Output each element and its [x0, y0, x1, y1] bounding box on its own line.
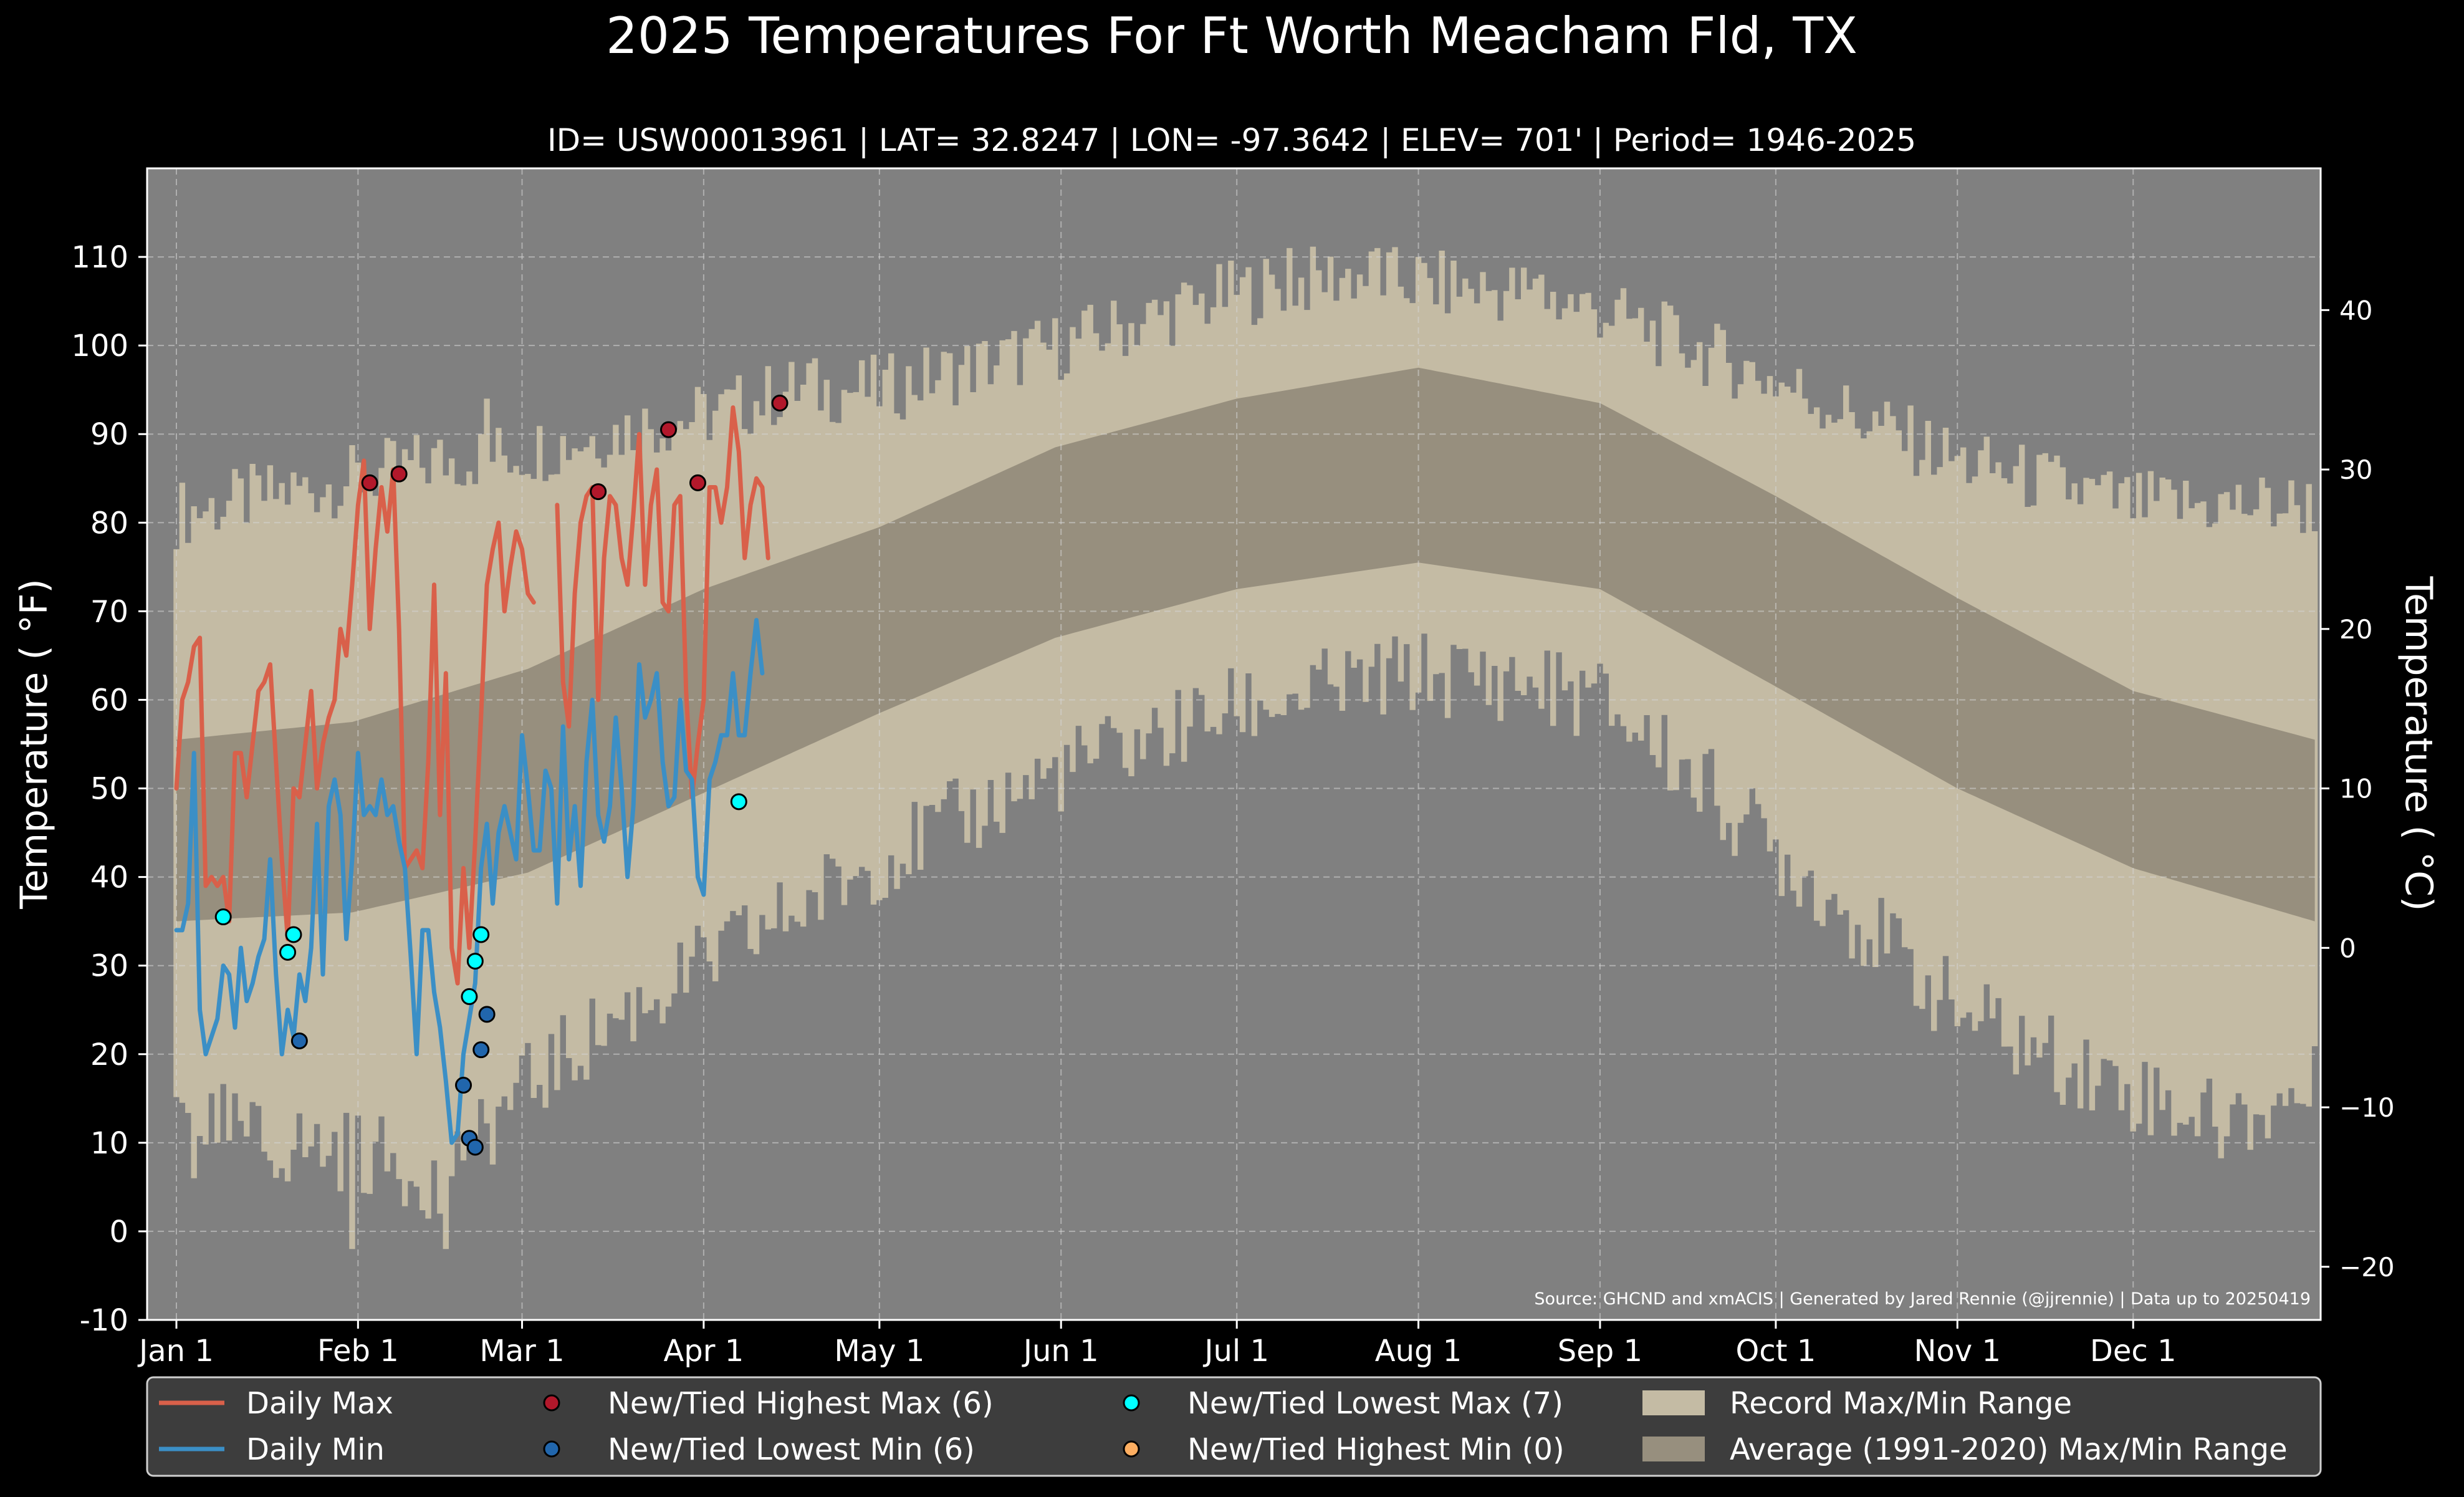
legend-label: New/Tied Highest Min (0) [1187, 1432, 1565, 1467]
legend-label: Daily Max [246, 1386, 393, 1421]
lowest-min-marker [472, 1041, 490, 1059]
y-tick-label: 80 [90, 506, 128, 541]
highest-max-marker [590, 483, 607, 501]
legend-item: New/Tied Highest Max (6) [543, 1386, 994, 1421]
y-tick-label: 100 [71, 329, 128, 363]
legend-item: New/Tied Lowest Max (7) [1123, 1386, 1563, 1421]
grid-lines [147, 168, 2321, 1321]
legend-marker-swatch [543, 1394, 560, 1412]
y-tick-label: 20 [90, 1037, 128, 1072]
plot-area: Source: GHCND and xmACIS | Generated by … [146, 167, 2322, 1321]
lowest-min-marker [455, 1076, 472, 1094]
x-tick-label: May 1 [834, 1334, 924, 1369]
legend-marker-swatch [1123, 1440, 1140, 1458]
y2-tick-label: 20 [2339, 614, 2372, 645]
y-tick-label: 30 [90, 949, 128, 984]
legend-label: New/Tied Highest Max (6) [608, 1386, 994, 1421]
legend-item: Average (1991-2020) Max/Min Range [1642, 1432, 2288, 1467]
legend: Daily Max Daily Min New/Tied Highest Max (… [146, 1376, 2322, 1477]
record-markers [214, 395, 789, 1156]
legend-patch-swatch [1642, 1390, 1705, 1415]
highest-max-marker [361, 474, 378, 491]
legend-item: Daily Max [159, 1386, 393, 1421]
highest-max-marker [390, 465, 408, 483]
lowest-max-marker [472, 926, 490, 943]
y-tick-label: 70 [90, 594, 128, 629]
y2-tick-label: 0 [2339, 933, 2356, 963]
y-tick-label: 90 [90, 417, 128, 452]
legend-label: New/Tied Lowest Max (7) [1187, 1386, 1563, 1421]
lowest-max-marker [466, 953, 484, 970]
y-tick-label: -10 [80, 1303, 128, 1338]
y-axis-celsius: −20 −10 0 10 20 30 40 [2321, 295, 2395, 1283]
legend-label: Record Max/Min Range [1730, 1386, 2072, 1421]
highest-max-marker [660, 421, 678, 438]
legend-item: New/Tied Highest Min (0) [1123, 1432, 1565, 1467]
y-axis-fahrenheit: -10 0 10 20 30 40 50 60 70 80 90 100 110 [71, 240, 147, 1338]
x-tick-label: Jan 1 [137, 1334, 214, 1369]
lowest-min-marker [478, 1006, 496, 1023]
legend-item: New/Tied Lowest Min (6) [543, 1432, 975, 1467]
legend-frame [146, 1376, 2322, 1477]
x-tick-label: Nov 1 [1914, 1334, 2001, 1369]
lowest-max-marker [214, 908, 232, 926]
legend-marker-swatch [1123, 1394, 1140, 1412]
y2-tick-label: −10 [2339, 1092, 2395, 1123]
x-tick-label: Aug 1 [1375, 1334, 1462, 1369]
x-axis-months: Jan 1 Feb 1 Mar 1 Apr 1 May 1 Jun 1 Jul 1 Aug 1… [137, 1320, 2177, 1369]
lowest-min-marker [466, 1138, 484, 1156]
x-tick-label: Sep 1 [1558, 1334, 1642, 1369]
y-tick-label: 40 [90, 860, 128, 895]
x-tick-label: Jun 1 [1022, 1334, 1099, 1369]
legend-patch-swatch [1642, 1437, 1705, 1461]
legend-item: Record Max/Min Range [1642, 1386, 2072, 1421]
legend-label: Average (1991-2020) Max/Min Range [1730, 1432, 2288, 1467]
x-tick-label: Oct 1 [1736, 1334, 1816, 1369]
x-tick-label: Apr 1 [663, 1334, 744, 1369]
y-tick-label: 10 [90, 1126, 128, 1161]
x-tick-label: Jul 1 [1202, 1334, 1269, 1369]
legend-label: Daily Min [246, 1432, 385, 1467]
highest-max-marker [771, 395, 789, 412]
lowest-max-marker [285, 926, 302, 943]
legend-label: New/Tied Lowest Min (6) [608, 1432, 975, 1467]
y-tick-label: 60 [90, 683, 128, 718]
y-tick-label: 50 [90, 772, 128, 807]
lowest-max-marker [461, 988, 478, 1005]
lowest-max-marker [730, 793, 747, 811]
legend-marker-swatch [543, 1440, 560, 1458]
x-tick-label: Mar 1 [479, 1334, 564, 1369]
y2-tick-label: 40 [2339, 295, 2372, 325]
plot-frame [146, 167, 2322, 1321]
chart-subtitle: ID= USW00013961 | LAT= 32.8247 | LON= -9… [547, 122, 1916, 158]
y2-tick-label: 10 [2339, 774, 2372, 804]
y-tick-label: 110 [71, 240, 128, 275]
x-tick-label: Feb 1 [317, 1334, 399, 1369]
y2-tick-label: −20 [2339, 1252, 2395, 1283]
x-tick-label: Dec 1 [2090, 1334, 2177, 1369]
source-note: Source: GHCND and xmACIS | Generated by … [1534, 1289, 2311, 1309]
y-axis-label-fahrenheit: Temperature ( °F) [12, 579, 56, 910]
chart-title: 2025 Temperatures For Ft Worth Meacham F… [606, 7, 1858, 65]
lowest-min-marker [290, 1032, 308, 1049]
y-tick-label: 0 [109, 1215, 128, 1249]
daily-min-line [174, 618, 765, 1145]
y-axis-label-celsius: Temperature ( °C) [2397, 576, 2440, 912]
legend-item: Daily Min [159, 1432, 385, 1467]
y2-tick-label: 30 [2339, 455, 2372, 485]
highest-max-marker [689, 474, 706, 491]
lowest-max-marker [279, 943, 297, 961]
